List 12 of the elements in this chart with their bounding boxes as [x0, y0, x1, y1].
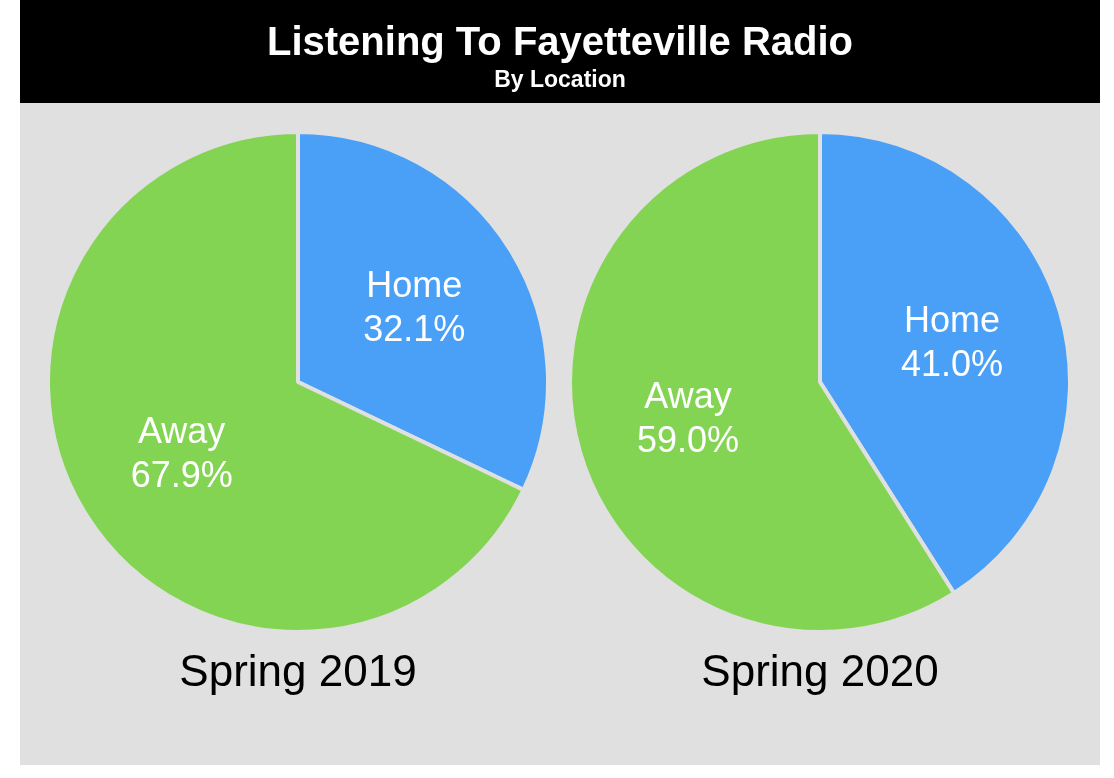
chart-title: Listening To Fayetteville Radio: [266, 18, 854, 64]
slice-label: Away: [644, 375, 732, 417]
slice-label: Away: [137, 410, 226, 452]
slice-label: Home: [904, 298, 1001, 340]
data-label: 59.0%: [636, 419, 739, 461]
data-label: 41.0%: [901, 342, 1004, 384]
slice-label: Home: [366, 263, 463, 305]
text: Spring 2020: [700, 646, 940, 696]
data-label: 67.9%: [130, 454, 233, 496]
chart-subtitle: By Location: [493, 65, 627, 94]
text: Spring 2019: [178, 646, 418, 696]
data-label: 32.1%: [363, 307, 466, 349]
